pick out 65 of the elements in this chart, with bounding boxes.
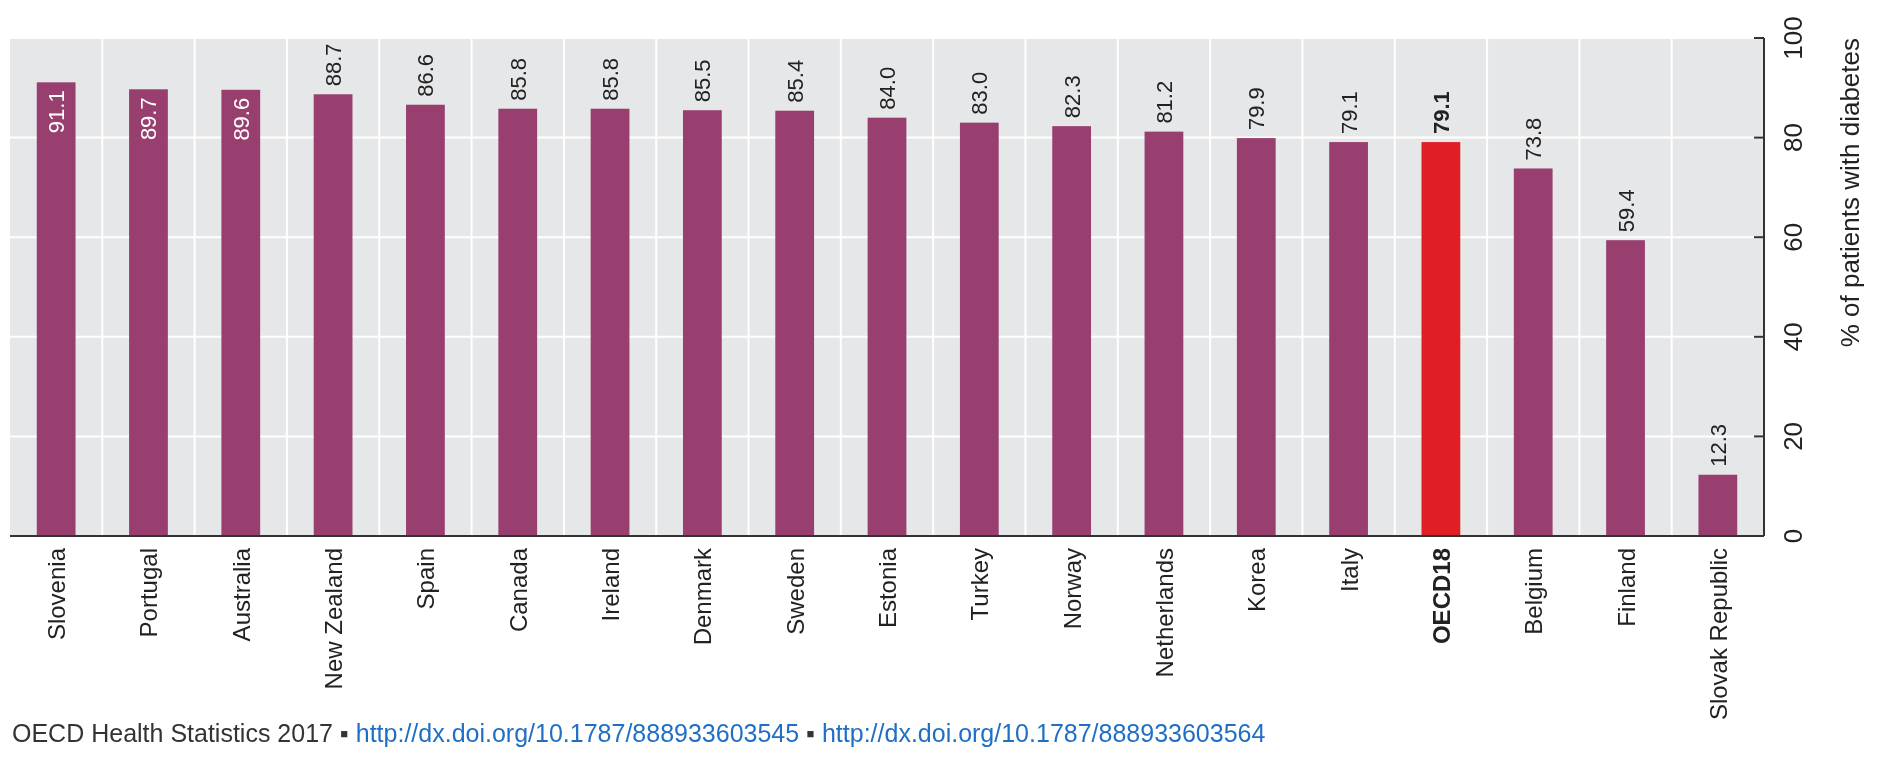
x-tick-label: Belgium bbox=[1520, 548, 1548, 635]
data-label: 79.9 bbox=[1244, 87, 1270, 131]
data-label: 79.1 bbox=[1428, 91, 1454, 135]
x-tick-label: Turkey bbox=[966, 548, 994, 621]
bar bbox=[682, 110, 722, 536]
data-label: 89.7 bbox=[136, 97, 162, 141]
x-tick-label: New Zealand bbox=[320, 548, 348, 690]
data-label: 86.6 bbox=[413, 53, 439, 97]
data-label: 59.4 bbox=[1613, 189, 1639, 233]
y-tick-label: 40 bbox=[1778, 322, 1808, 352]
bar bbox=[1236, 138, 1276, 536]
x-tick-label: Sweden bbox=[781, 548, 809, 635]
data-label: 84.0 bbox=[875, 66, 900, 110]
x-tick-label: Slovak Republic bbox=[1704, 548, 1732, 721]
y-tick-label: 60 bbox=[1778, 222, 1808, 252]
bar bbox=[313, 94, 353, 536]
y-tick-label: 80 bbox=[1778, 123, 1808, 153]
x-tick-label: Slovenia bbox=[43, 547, 71, 641]
y-tick-label: 0 bbox=[1778, 528, 1808, 544]
x-tick-label: Estonia bbox=[874, 547, 901, 629]
data-label: 81.2 bbox=[1151, 80, 1177, 124]
bar bbox=[498, 108, 538, 536]
data-label: 85.8 bbox=[505, 57, 531, 101]
data-label: 83.0 bbox=[967, 71, 993, 115]
bar bbox=[959, 122, 999, 536]
x-tick-label: Denmark bbox=[689, 547, 717, 646]
x-tick-label: OECD18 bbox=[1427, 548, 1455, 645]
bar bbox=[1052, 126, 1092, 536]
data-label: 73.8 bbox=[1521, 117, 1547, 161]
bar bbox=[775, 110, 815, 536]
data-label: 79.1 bbox=[1336, 91, 1362, 135]
bar bbox=[1144, 131, 1184, 536]
x-tick-label: Korea bbox=[1243, 547, 1271, 613]
data-label: 85.4 bbox=[782, 59, 808, 103]
data-label: 85.8 bbox=[598, 57, 624, 101]
x-tick-label: Ireland bbox=[597, 548, 625, 622]
bar bbox=[221, 89, 261, 536]
y-axis-title: % of patients with diabetes bbox=[1835, 38, 1865, 348]
x-tick-label: Italy bbox=[1335, 548, 1363, 593]
bar bbox=[590, 108, 630, 536]
bar bbox=[1606, 240, 1645, 536]
bar bbox=[867, 117, 907, 536]
x-tick-label: Portugal bbox=[135, 548, 163, 638]
bar bbox=[1513, 168, 1553, 536]
bar bbox=[1698, 474, 1738, 536]
y-tick-label: 100 bbox=[1778, 16, 1808, 60]
x-tick-label: Spain bbox=[412, 548, 440, 610]
bar bbox=[129, 89, 168, 536]
bar bbox=[1329, 142, 1368, 536]
text: OECD Health Statistics 2017 ▪ http://dx.doi.org/10.1787/888933603545 ▪ http://dx.doi.org/10.1787/888933603564 bbox=[12, 719, 1266, 747]
bar bbox=[36, 82, 76, 536]
x-tick-label: Canada bbox=[504, 547, 532, 633]
x-tick-label: Finland bbox=[1612, 548, 1640, 627]
data-label: 88.7 bbox=[321, 43, 347, 87]
x-tick-label: Norway bbox=[1058, 548, 1086, 630]
bar bbox=[1421, 142, 1461, 536]
bar bbox=[406, 104, 445, 536]
data-label: 85.5 bbox=[690, 59, 716, 103]
data-label: 82.3 bbox=[1059, 75, 1085, 119]
data-label: 89.6 bbox=[228, 97, 254, 141]
x-tick-label: Netherlands bbox=[1150, 548, 1178, 678]
data-label: 12.3 bbox=[1705, 423, 1731, 467]
data-label: 91.1 bbox=[44, 90, 70, 134]
y-tick-label: 20 bbox=[1778, 421, 1808, 451]
x-tick-label: Australia bbox=[227, 547, 255, 642]
